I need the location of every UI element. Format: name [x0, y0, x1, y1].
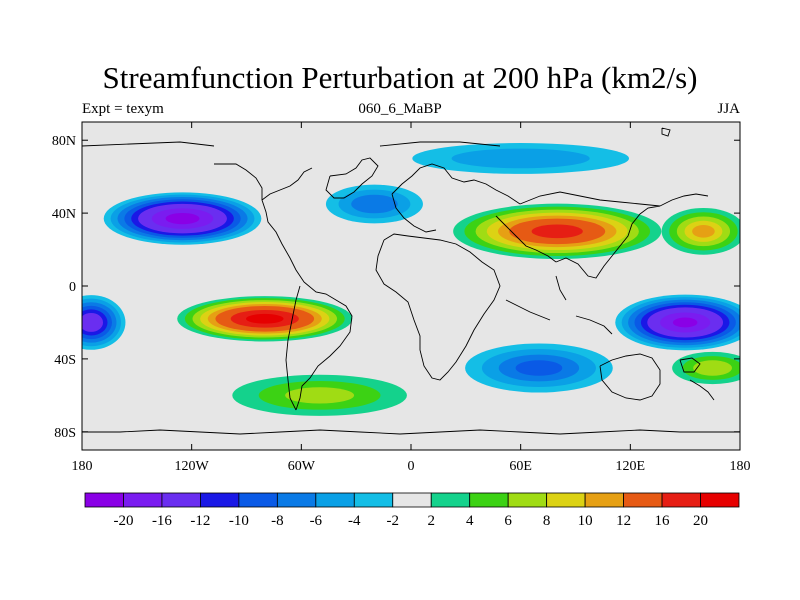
colorbar-swatch — [123, 492, 163, 508]
streamfunction-field — [82, 143, 740, 416]
colorbar-label: -12 — [190, 513, 210, 529]
field-contour-band — [351, 194, 398, 214]
x-tick-label: 120E — [616, 459, 646, 474]
x-tick-label: 60W — [288, 459, 316, 474]
colorbar-swatch — [238, 492, 278, 508]
colorbar-label: -10 — [229, 513, 249, 529]
colorbar-swatch — [353, 492, 394, 508]
season-label: JJA — [717, 101, 740, 117]
colorbar-swatch — [430, 492, 471, 508]
latitude-axis: 80N 40N 0 40S 80S — [52, 134, 740, 441]
field-contour-band — [672, 317, 698, 328]
field-contour-band — [165, 212, 200, 225]
colorbar-label: 12 — [616, 513, 631, 529]
colorbar-label: -20 — [113, 513, 133, 529]
colorbar-label: -4 — [348, 513, 361, 529]
y-tick-label: 40N — [52, 207, 76, 222]
coastlines — [82, 127, 740, 435]
colorbar-label: 8 — [543, 513, 551, 529]
colorbar-label: 20 — [693, 513, 708, 529]
map-area — [82, 122, 740, 450]
x-tick-label: 180 — [730, 459, 751, 474]
colorbar-label: 2 — [427, 513, 435, 529]
field-contour-band — [246, 313, 284, 324]
case-label: 060_6_MaBP — [358, 101, 442, 117]
field-contour-band — [515, 360, 563, 376]
colorbar-label: 6 — [504, 513, 512, 529]
colorbar-swatch — [507, 492, 548, 508]
plot-title: Streamfunction Perturbation at 200 hPa (… — [102, 60, 698, 95]
y-tick-label: 80N — [52, 134, 76, 149]
longitude-axis: 180 120W 60W 0 60E 120E 180 — [72, 122, 751, 474]
colorbar-label: 16 — [655, 513, 671, 529]
x-tick-label: 120W — [175, 459, 210, 474]
colorbar-swatch — [700, 492, 740, 508]
colorbar-swatch — [315, 492, 355, 508]
field-contour-band — [693, 360, 733, 376]
colorbar-label: 4 — [466, 513, 474, 529]
colorbar-swatch — [546, 492, 586, 508]
y-tick-label: 40S — [54, 353, 76, 368]
colorbar-swatch — [392, 492, 432, 508]
field-contour-band — [285, 387, 355, 404]
colorbar-swatch — [584, 492, 624, 508]
experiment-label: Expt = texym — [82, 101, 164, 117]
colorbar-swatch — [276, 492, 317, 508]
colorbar-label: 10 — [578, 513, 593, 529]
colorbar: -20 -16 -12 -10 -8 -6 -4 -2 2 4 6 8 10 12 16 20 — [84, 492, 740, 529]
field-contour-band — [82, 312, 104, 332]
x-tick-label: 0 — [408, 459, 415, 474]
field-contour-band — [531, 224, 583, 239]
colorbar-swatch — [200, 492, 240, 508]
colorbar-label: -6 — [310, 513, 323, 529]
field-contour-band — [692, 225, 715, 238]
colorbar-label: -8 — [271, 513, 284, 529]
map-background — [82, 122, 740, 450]
colorbar-swatch — [161, 492, 201, 508]
colorbar-label: -2 — [387, 513, 400, 529]
y-tick-label: 80S — [54, 426, 76, 441]
x-tick-label: 180 — [72, 459, 93, 474]
colorbar-swatch — [661, 492, 701, 508]
y-tick-label: 0 — [69, 280, 76, 295]
colorbar-swatch — [623, 492, 663, 508]
x-tick-label: 60E — [509, 459, 532, 474]
colorbar-swatch — [469, 492, 509, 508]
colorbar-swatch — [84, 492, 124, 508]
field-contour-band — [451, 148, 590, 169]
colorbar-label: -16 — [152, 513, 172, 529]
